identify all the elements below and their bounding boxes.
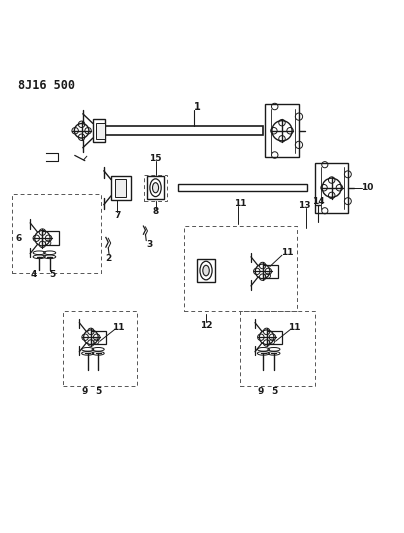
- Text: 9: 9: [82, 387, 88, 396]
- Text: 5: 5: [271, 387, 277, 396]
- Bar: [105, 126, 263, 135]
- Bar: [263, 265, 278, 278]
- Text: 11: 11: [288, 322, 300, 332]
- Bar: [267, 330, 282, 344]
- Bar: [96, 123, 105, 139]
- Bar: [315, 163, 348, 213]
- Bar: [184, 226, 297, 311]
- Text: 12: 12: [200, 321, 212, 330]
- Text: 14: 14: [311, 197, 324, 206]
- Bar: [265, 104, 299, 157]
- Bar: [147, 176, 164, 199]
- Bar: [197, 259, 215, 282]
- Text: 3: 3: [146, 240, 153, 249]
- Text: 11: 11: [281, 248, 293, 257]
- Text: 9: 9: [257, 387, 264, 396]
- Ellipse shape: [153, 183, 158, 193]
- Bar: [91, 330, 106, 344]
- Text: 15: 15: [149, 154, 162, 163]
- Bar: [178, 184, 307, 191]
- Text: 11: 11: [112, 322, 124, 332]
- Text: 6: 6: [15, 233, 21, 243]
- Bar: [111, 175, 131, 200]
- Bar: [42, 231, 59, 245]
- Ellipse shape: [203, 265, 209, 276]
- Text: 10: 10: [362, 183, 374, 192]
- Bar: [144, 175, 167, 200]
- Text: 8J16 500: 8J16 500: [18, 79, 75, 92]
- Bar: [115, 179, 126, 197]
- Text: 7: 7: [114, 211, 120, 220]
- Text: 11: 11: [234, 199, 246, 207]
- Bar: [240, 311, 315, 386]
- Text: 13: 13: [298, 200, 310, 209]
- Bar: [93, 119, 105, 142]
- Text: 2: 2: [105, 254, 112, 263]
- Bar: [63, 311, 137, 386]
- Text: 4: 4: [30, 270, 37, 279]
- Text: 5: 5: [95, 387, 101, 396]
- Bar: [12, 194, 101, 272]
- Text: 8: 8: [152, 207, 159, 216]
- Text: 5: 5: [49, 270, 56, 279]
- Text: 1: 1: [194, 102, 200, 112]
